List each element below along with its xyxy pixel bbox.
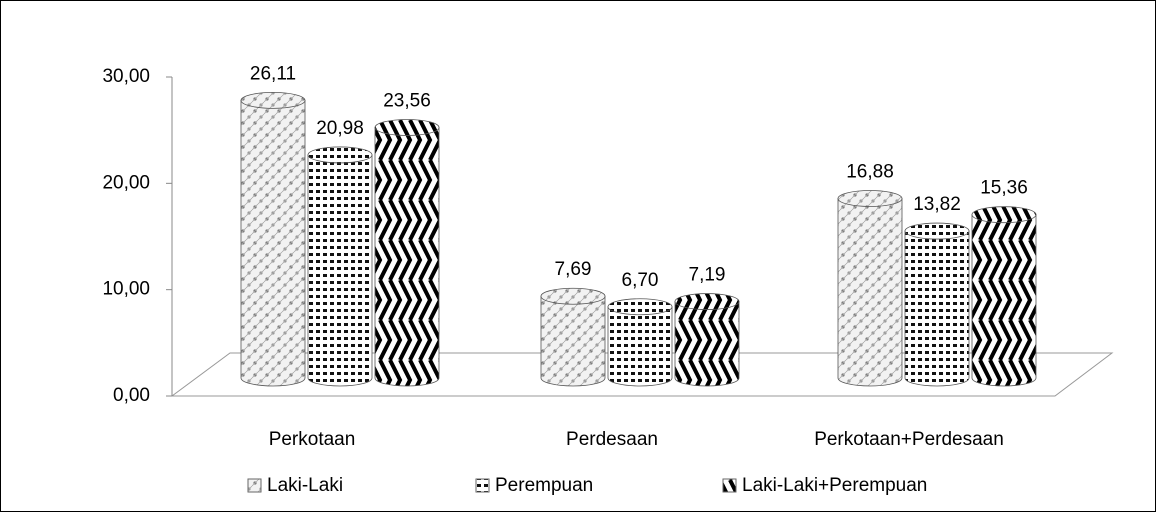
y-tick-label: 0,00 (113, 385, 150, 406)
x-tick-label: Perdesaan (566, 429, 658, 450)
value-label: 26,11 (250, 63, 296, 84)
legend-label: Laki-Laki (267, 475, 343, 496)
bar-part (374, 119, 440, 136)
legend-swatch (722, 478, 737, 493)
bar-part (307, 146, 373, 164)
value-label: 23,56 (383, 90, 431, 111)
bar (674, 293, 740, 387)
bar (374, 119, 440, 387)
bar-part (607, 306, 673, 387)
bar-part (607, 298, 673, 316)
bar-part (307, 154, 373, 387)
bar-part (240, 99, 306, 387)
value-label: 7,69 (555, 259, 592, 280)
bar-part (837, 198, 903, 387)
legend-swatch (475, 478, 490, 493)
bar-part (971, 214, 1037, 387)
x-tick-label: Perkotaan (269, 429, 356, 450)
bar-part (837, 190, 903, 207)
bar-part (674, 301, 740, 387)
y-tick-label: 30,00 (102, 66, 150, 87)
value-label: 6,70 (622, 270, 659, 291)
legend-swatch (247, 478, 262, 493)
legend-label: Laki-Laki+Perempuan (742, 475, 927, 496)
bar-part (904, 230, 970, 387)
bar (240, 91, 306, 387)
bar-part (240, 91, 306, 109)
x-tick-label: Perkotaan+Perdesaan (814, 429, 1004, 450)
bar (971, 206, 1037, 387)
bar-part (540, 295, 606, 387)
value-label: 7,19 (689, 265, 726, 286)
y-tick-label: 10,00 (102, 279, 150, 300)
bar-part (971, 206, 1037, 224)
bar (837, 190, 903, 387)
value-label: 13,82 (913, 194, 961, 215)
bar (607, 298, 673, 387)
value-label: 15,36 (980, 178, 1028, 199)
bar-part (540, 287, 606, 305)
bar-part (674, 293, 740, 310)
value-label: 20,98 (316, 118, 364, 139)
bar (307, 146, 373, 387)
bar (540, 287, 606, 387)
legend-label: Perempuan (495, 475, 593, 496)
bar-part (374, 127, 440, 387)
bar (904, 222, 970, 387)
value-label: 16,88 (846, 162, 894, 183)
bar-part (904, 222, 970, 240)
y-tick-label: 20,00 (102, 172, 150, 193)
